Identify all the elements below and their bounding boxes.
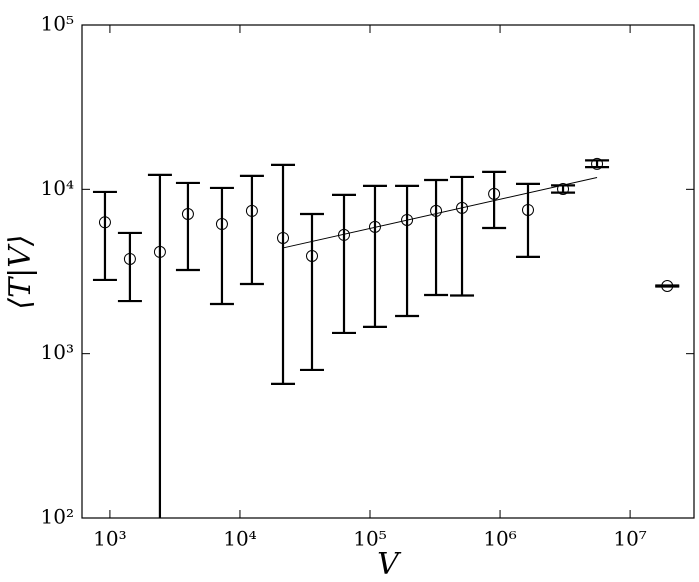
x-axis-label: V xyxy=(377,547,402,582)
point xyxy=(338,228,351,241)
y-tick-label: 10² xyxy=(41,505,74,529)
x-tick-label: 10³ xyxy=(93,527,126,551)
point xyxy=(277,231,290,244)
point xyxy=(153,245,166,258)
x-tick-label: 10⁵ xyxy=(353,527,386,551)
point xyxy=(368,220,381,233)
point xyxy=(305,249,318,262)
x-tick-label: 10⁴ xyxy=(223,527,256,551)
point xyxy=(245,204,258,217)
point xyxy=(123,252,136,265)
plot-frame xyxy=(81,24,695,519)
point xyxy=(557,182,570,195)
point xyxy=(521,203,534,216)
point xyxy=(430,204,443,217)
y-axis-label: ⟨T|V⟩ xyxy=(3,234,38,309)
fit-line xyxy=(282,177,598,249)
plot-area xyxy=(92,157,680,518)
y-tick-label: 10⁵ xyxy=(41,12,74,36)
y-tick-label: 10⁴ xyxy=(41,176,74,200)
x-tick-label: 10⁶ xyxy=(483,527,516,551)
x-tick-label: 10⁷ xyxy=(613,527,646,551)
point xyxy=(98,216,111,229)
point xyxy=(215,218,228,231)
y-tick-label: 10³ xyxy=(41,340,74,364)
point xyxy=(661,280,674,293)
point xyxy=(488,187,501,200)
point xyxy=(181,207,194,220)
point xyxy=(401,213,414,226)
point xyxy=(591,157,604,170)
point xyxy=(456,201,469,214)
